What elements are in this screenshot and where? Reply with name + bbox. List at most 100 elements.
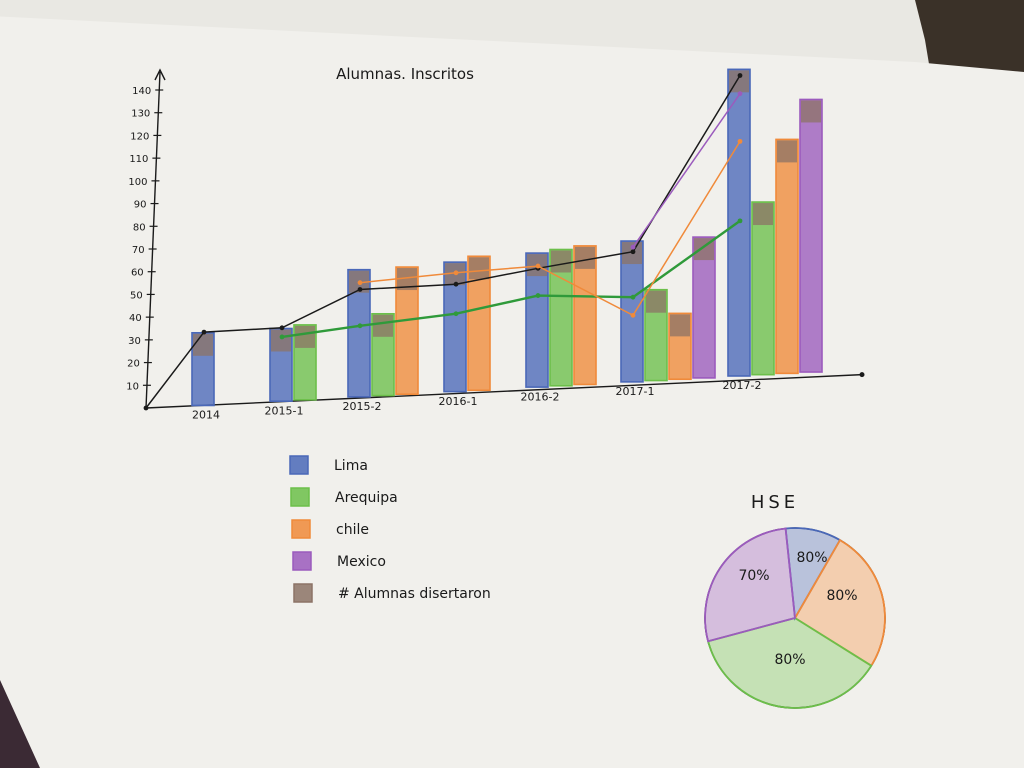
bar-fill — [467, 255, 491, 392]
chart-title: Alumnas. Inscritos — [336, 65, 474, 83]
legend-swatch — [289, 455, 309, 475]
line-point-arequipa — [737, 218, 743, 224]
legend: Lima Arequipa chile Mexico # Alumnas diserta… — [289, 455, 491, 603]
pie-label-arequipa: 80% — [774, 652, 805, 668]
line-point-lima — [357, 287, 363, 292]
legend-label: Mexico — [337, 554, 386, 570]
bar-chile-2017-2 — [775, 138, 799, 375]
bar-chile-2015-2 — [395, 266, 419, 396]
line-point-arequipa — [535, 293, 541, 298]
line-point-chile — [737, 138, 743, 144]
x-tick-label-2016-1: 2016-1 — [439, 395, 478, 408]
x-axis-line — [145, 373, 863, 409]
bar-arequipa-2015-1 — [293, 324, 317, 401]
line-mexico — [632, 93, 741, 248]
y-tick-label-10: 10 — [126, 381, 139, 392]
y-tick-label-90: 90 — [134, 200, 147, 211]
bar-fill — [443, 261, 467, 393]
legend-swatch — [293, 583, 313, 603]
bar-fill — [775, 138, 799, 375]
legend-item-mexico: Mexico — [292, 551, 386, 571]
line-point-arequipa — [357, 323, 363, 329]
bar-fill — [525, 252, 549, 388]
legend-label: Arequipa — [335, 490, 398, 506]
bar-fill — [799, 98, 823, 373]
bar-lima-2016-1 — [443, 261, 467, 393]
bar-cap-disertaron — [670, 314, 690, 337]
y-tick-label-130: 130 — [131, 109, 150, 120]
bar-cap-disertaron — [295, 325, 315, 348]
bar-cap-disertaron — [373, 314, 393, 337]
x-tick-label-2017-1: 2017-1 — [616, 385, 655, 398]
y-axis-line — [145, 71, 161, 409]
pie-label-mexico: 70% — [738, 568, 769, 584]
bar-cap-disertaron — [271, 329, 291, 352]
line-point-chile — [453, 270, 459, 276]
line-point-chile — [630, 312, 636, 318]
trend-lines — [143, 73, 743, 411]
pie-label-lima: 80% — [796, 550, 827, 566]
y-tick-label-40: 40 — [129, 313, 142, 324]
bar-fill — [347, 268, 371, 398]
line-point-mexico — [737, 91, 743, 97]
pie-title: HSE — [751, 492, 799, 513]
pie-slice-arequipa — [706, 617, 873, 709]
line-point-lima — [630, 249, 636, 255]
bar-chile-2016-1 — [467, 255, 491, 392]
bar-mexico-2017-1 — [692, 236, 716, 379]
y-tick-label-120: 120 — [130, 131, 149, 142]
pie-label-chile: 80% — [826, 588, 857, 604]
bar-cap-disertaron — [777, 140, 797, 163]
bar-arequipa-2015-2 — [371, 312, 395, 397]
bar-chile-2017-1 — [668, 312, 692, 381]
bar-arequipa-2016-2 — [549, 248, 573, 387]
legend-label: # Alumnas disertaron — [338, 586, 491, 602]
bar-fill — [573, 245, 597, 386]
paper-corner-shadow — [0, 680, 40, 768]
y-tick-label-70: 70 — [132, 245, 145, 256]
pie: 80% 80% 80% 70% — [704, 527, 886, 709]
bar-cap-disertaron — [646, 290, 666, 313]
pie-slice-mexico — [704, 527, 796, 643]
x-axis — [145, 372, 865, 409]
line-point-chile — [535, 263, 541, 269]
y-axis: 10 20 30 40 50 60 70 80 90 100 110 120 130 140 — [126, 68, 166, 409]
y-tick-label-30: 30 — [128, 336, 141, 347]
bar-cap-disertaron — [193, 333, 213, 356]
bar-fill — [549, 248, 573, 387]
line-point-arequipa — [279, 334, 285, 340]
bar-arequipa-2017-2 — [751, 201, 775, 376]
legend-label: chile — [336, 522, 369, 538]
line-point-arequipa — [630, 294, 636, 300]
bars — [191, 68, 823, 407]
y-tick-label-80: 80 — [133, 222, 146, 233]
x-tick-label-2017-2: 2017-2 — [723, 379, 762, 392]
legend-item-chile: chile — [291, 519, 369, 539]
bar-fill — [751, 201, 775, 376]
y-tick-label-20: 20 — [127, 359, 140, 370]
legend-label: Lima — [334, 458, 368, 474]
y-tick-label-110: 110 — [129, 154, 148, 165]
line-point-lima — [453, 281, 459, 287]
line-point-chile — [357, 280, 363, 286]
bar-cap-disertaron — [469, 257, 489, 280]
x-tick-labels: 2014 2015-1 2015-2 2016-1 2016-2 2017-1 2017-2 — [192, 379, 761, 421]
line-point-mexico — [630, 244, 636, 250]
line-point-lima — [279, 325, 285, 331]
x-axis-end-dot — [859, 372, 865, 378]
bar-cap-disertaron — [753, 203, 773, 226]
bar-cap-disertaron — [551, 250, 571, 273]
y-axis-arrow — [154, 68, 166, 81]
y-tick-label-100: 100 — [128, 177, 147, 188]
bar-chile-2016-2 — [573, 245, 597, 386]
line-point-lima — [143, 405, 149, 411]
bar-mexico-2017-2 — [799, 98, 823, 373]
bar-arequipa-2017-1 — [644, 288, 668, 382]
pie-chart: HSE 80% 80% 80% 70% — [704, 492, 886, 709]
line-point-lima — [737, 73, 743, 78]
legend-item-lima: Lima — [289, 455, 368, 475]
y-tick-label-60: 60 — [131, 268, 144, 279]
legend-swatch — [290, 487, 310, 507]
y-tick-label-140: 140 — [132, 86, 151, 97]
bar-cap-disertaron — [575, 246, 595, 269]
